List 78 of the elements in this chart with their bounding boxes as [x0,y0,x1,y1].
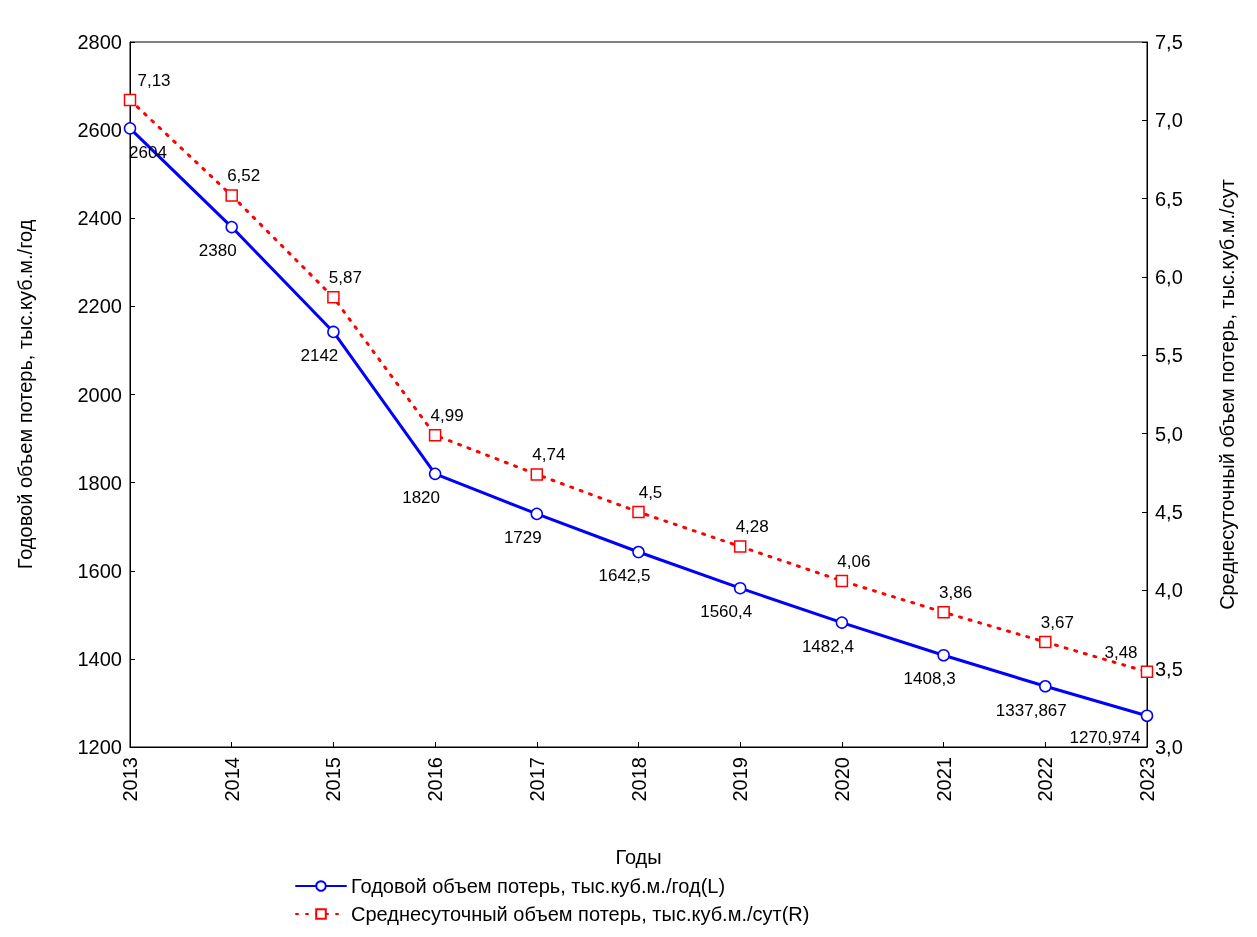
data-label: 4,99 [430,405,464,425]
point [1140,665,1154,679]
y2-tick-label: 4,5 [1155,501,1183,523]
data-label: 6,52 [227,166,261,186]
data-label: 4,06 [837,551,871,571]
x-tick-label: 2021 [932,757,955,802]
point [937,648,950,662]
y2-tick-label: 4,0 [1155,579,1183,602]
data-label: 1820 [402,488,441,508]
point [428,428,442,442]
data-label: 5,87 [328,268,362,288]
x-tick-label: 2016 [424,757,447,802]
data-label: 3,67 [1040,612,1074,632]
y2-tick-label: 5,5 [1155,344,1183,367]
data-label: 1408,3 [903,669,956,689]
x-axis-title: Годы [615,846,662,868]
data-label: 4,74 [532,445,566,465]
y2-axis-title: Среднесуточный объем потерь, тыс.куб.м./сут [1216,179,1238,610]
y2-tick-label: 3,5 [1155,657,1183,680]
y-tick-label: 1800 [77,471,122,494]
data-label: 1560,4 [700,602,753,622]
y2-tick-label: 7,5 [1155,31,1183,53]
point [1039,680,1052,693]
data-label: 1482,4 [801,636,854,656]
legend-label: Среднесуточный объем потерь, тыс.куб.м./сут(R) [351,903,810,925]
point [530,468,544,481]
y-axis-title: Годовой объем потерь, тыс.куб.м./год [14,219,36,570]
point [835,574,849,588]
data-label: 1270,974 [1069,727,1141,747]
point [1039,635,1052,649]
x-tick-label: 2018 [627,757,650,802]
data-label: 1642,5 [598,566,651,586]
y-tick-label: 1200 [77,736,122,758]
x-tick-label: 2017 [525,757,548,802]
data-label: 3,48 [1104,642,1138,662]
y-tick-label: 2000 [77,383,122,406]
y2-tick-label: 6,5 [1155,187,1183,210]
point [225,220,238,234]
point [937,606,950,619]
point [327,325,340,339]
point [225,189,238,202]
y-tick-label: 1600 [77,559,122,582]
x-tick-label: 2014 [220,757,243,802]
y2-tick-label: 5,0 [1155,422,1183,445]
x-tick-label: 2019 [729,757,752,802]
data-label: 3,86 [939,583,973,603]
y-tick-label: 1400 [77,647,122,670]
point [632,505,645,519]
data-label: 7,13 [137,70,171,90]
data-label: 1337,867 [995,700,1067,720]
x-tick-label: 2022 [1034,757,1057,802]
legend-label: Годовой объем потерь, тыс.куб.м./год(L) [351,875,726,897]
y-tick-label: 2800 [77,31,122,53]
point [733,581,747,595]
point [530,507,544,521]
point [632,545,645,559]
data-label: 2380 [198,241,237,261]
y-tick-label: 2400 [77,207,122,230]
point [327,291,340,304]
y2-tick-label: 6,0 [1155,266,1183,288]
y2-tick-label: 3,0 [1155,736,1183,758]
point [123,93,137,107]
point [428,467,442,481]
point [123,122,137,135]
point [835,616,849,629]
y-tick-label: 2600 [77,119,122,142]
x-tick-label: 2015 [322,757,345,802]
point [1140,709,1154,722]
y2-tick-label: 7,0 [1155,109,1183,132]
x-tick-label: 2020 [830,757,853,802]
data-label: 2142 [300,346,339,366]
y-tick-label: 2200 [77,295,122,318]
point [733,540,747,553]
x-tick-label: 2023 [1136,757,1158,802]
data-label: 4,28 [735,517,769,537]
data-label: 1729 [503,528,542,548]
x-tick-label: 2013 [119,757,141,802]
data-label: 4,5 [638,482,663,502]
